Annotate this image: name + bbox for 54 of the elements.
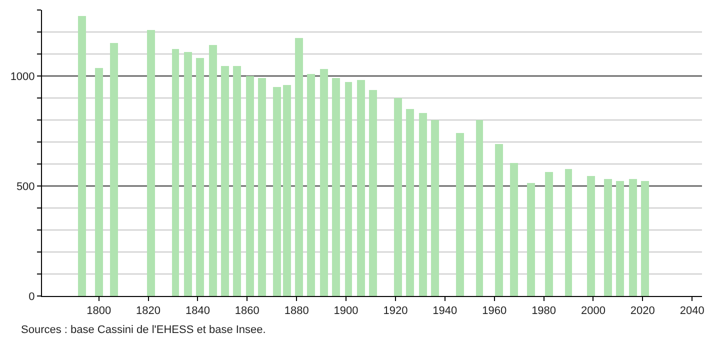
bar: [233, 66, 241, 296]
x-tick-label: 2040: [680, 305, 704, 318]
x-tick-label: 1840: [185, 305, 210, 318]
bar: [78, 16, 86, 296]
bar: [221, 66, 229, 296]
bar: [456, 133, 464, 296]
bar: [431, 120, 439, 296]
bar: [545, 172, 553, 296]
bar: [419, 113, 427, 296]
x-tick-label: 1960: [482, 305, 507, 318]
bar: [246, 76, 254, 296]
bar: [587, 176, 595, 296]
bar: [510, 163, 518, 296]
bar: [629, 179, 637, 296]
bar: [184, 52, 192, 296]
bar: [147, 30, 155, 296]
bar: [604, 179, 612, 296]
bar: [273, 87, 281, 296]
x-tick-label: 1900: [334, 305, 358, 318]
bar: [345, 82, 352, 296]
bar: [476, 120, 483, 296]
x-tick-label: 1880: [284, 305, 309, 318]
bar: [320, 69, 328, 296]
bar: [495, 144, 503, 296]
bar: [196, 58, 204, 296]
bar: [95, 68, 103, 296]
bar: [295, 38, 303, 296]
x-tick-label: 1940: [432, 305, 458, 318]
bar: [283, 85, 291, 296]
bar: [406, 109, 414, 296]
bar: [172, 49, 179, 296]
bar: [307, 74, 315, 296]
x-tick-label: 1920: [383, 305, 408, 318]
y-tick-label: 0: [28, 290, 35, 303]
bar: [369, 90, 377, 296]
x-tick-label: 2000: [581, 305, 606, 318]
x-tick-label: 1800: [86, 305, 112, 318]
x-tick-label: 2020: [630, 305, 655, 318]
bar: [565, 169, 572, 296]
x-tick-label: 1860: [234, 305, 260, 318]
y-tick-label: 500: [16, 180, 35, 193]
source-note: Sources : base Cassini de l'EHESS et base Insee.: [21, 324, 266, 336]
bar: [258, 78, 266, 296]
bar: [209, 45, 217, 296]
y-tick-label: 1000: [10, 70, 35, 83]
bar: [357, 80, 365, 296]
x-tick-label: 1980: [532, 305, 556, 318]
bar: [332, 78, 340, 296]
bar: [110, 43, 118, 296]
bar: [641, 181, 649, 296]
bar: [394, 98, 402, 296]
bar: [616, 181, 624, 296]
bar: [527, 183, 535, 296]
x-tick-label: 1820: [136, 305, 161, 318]
